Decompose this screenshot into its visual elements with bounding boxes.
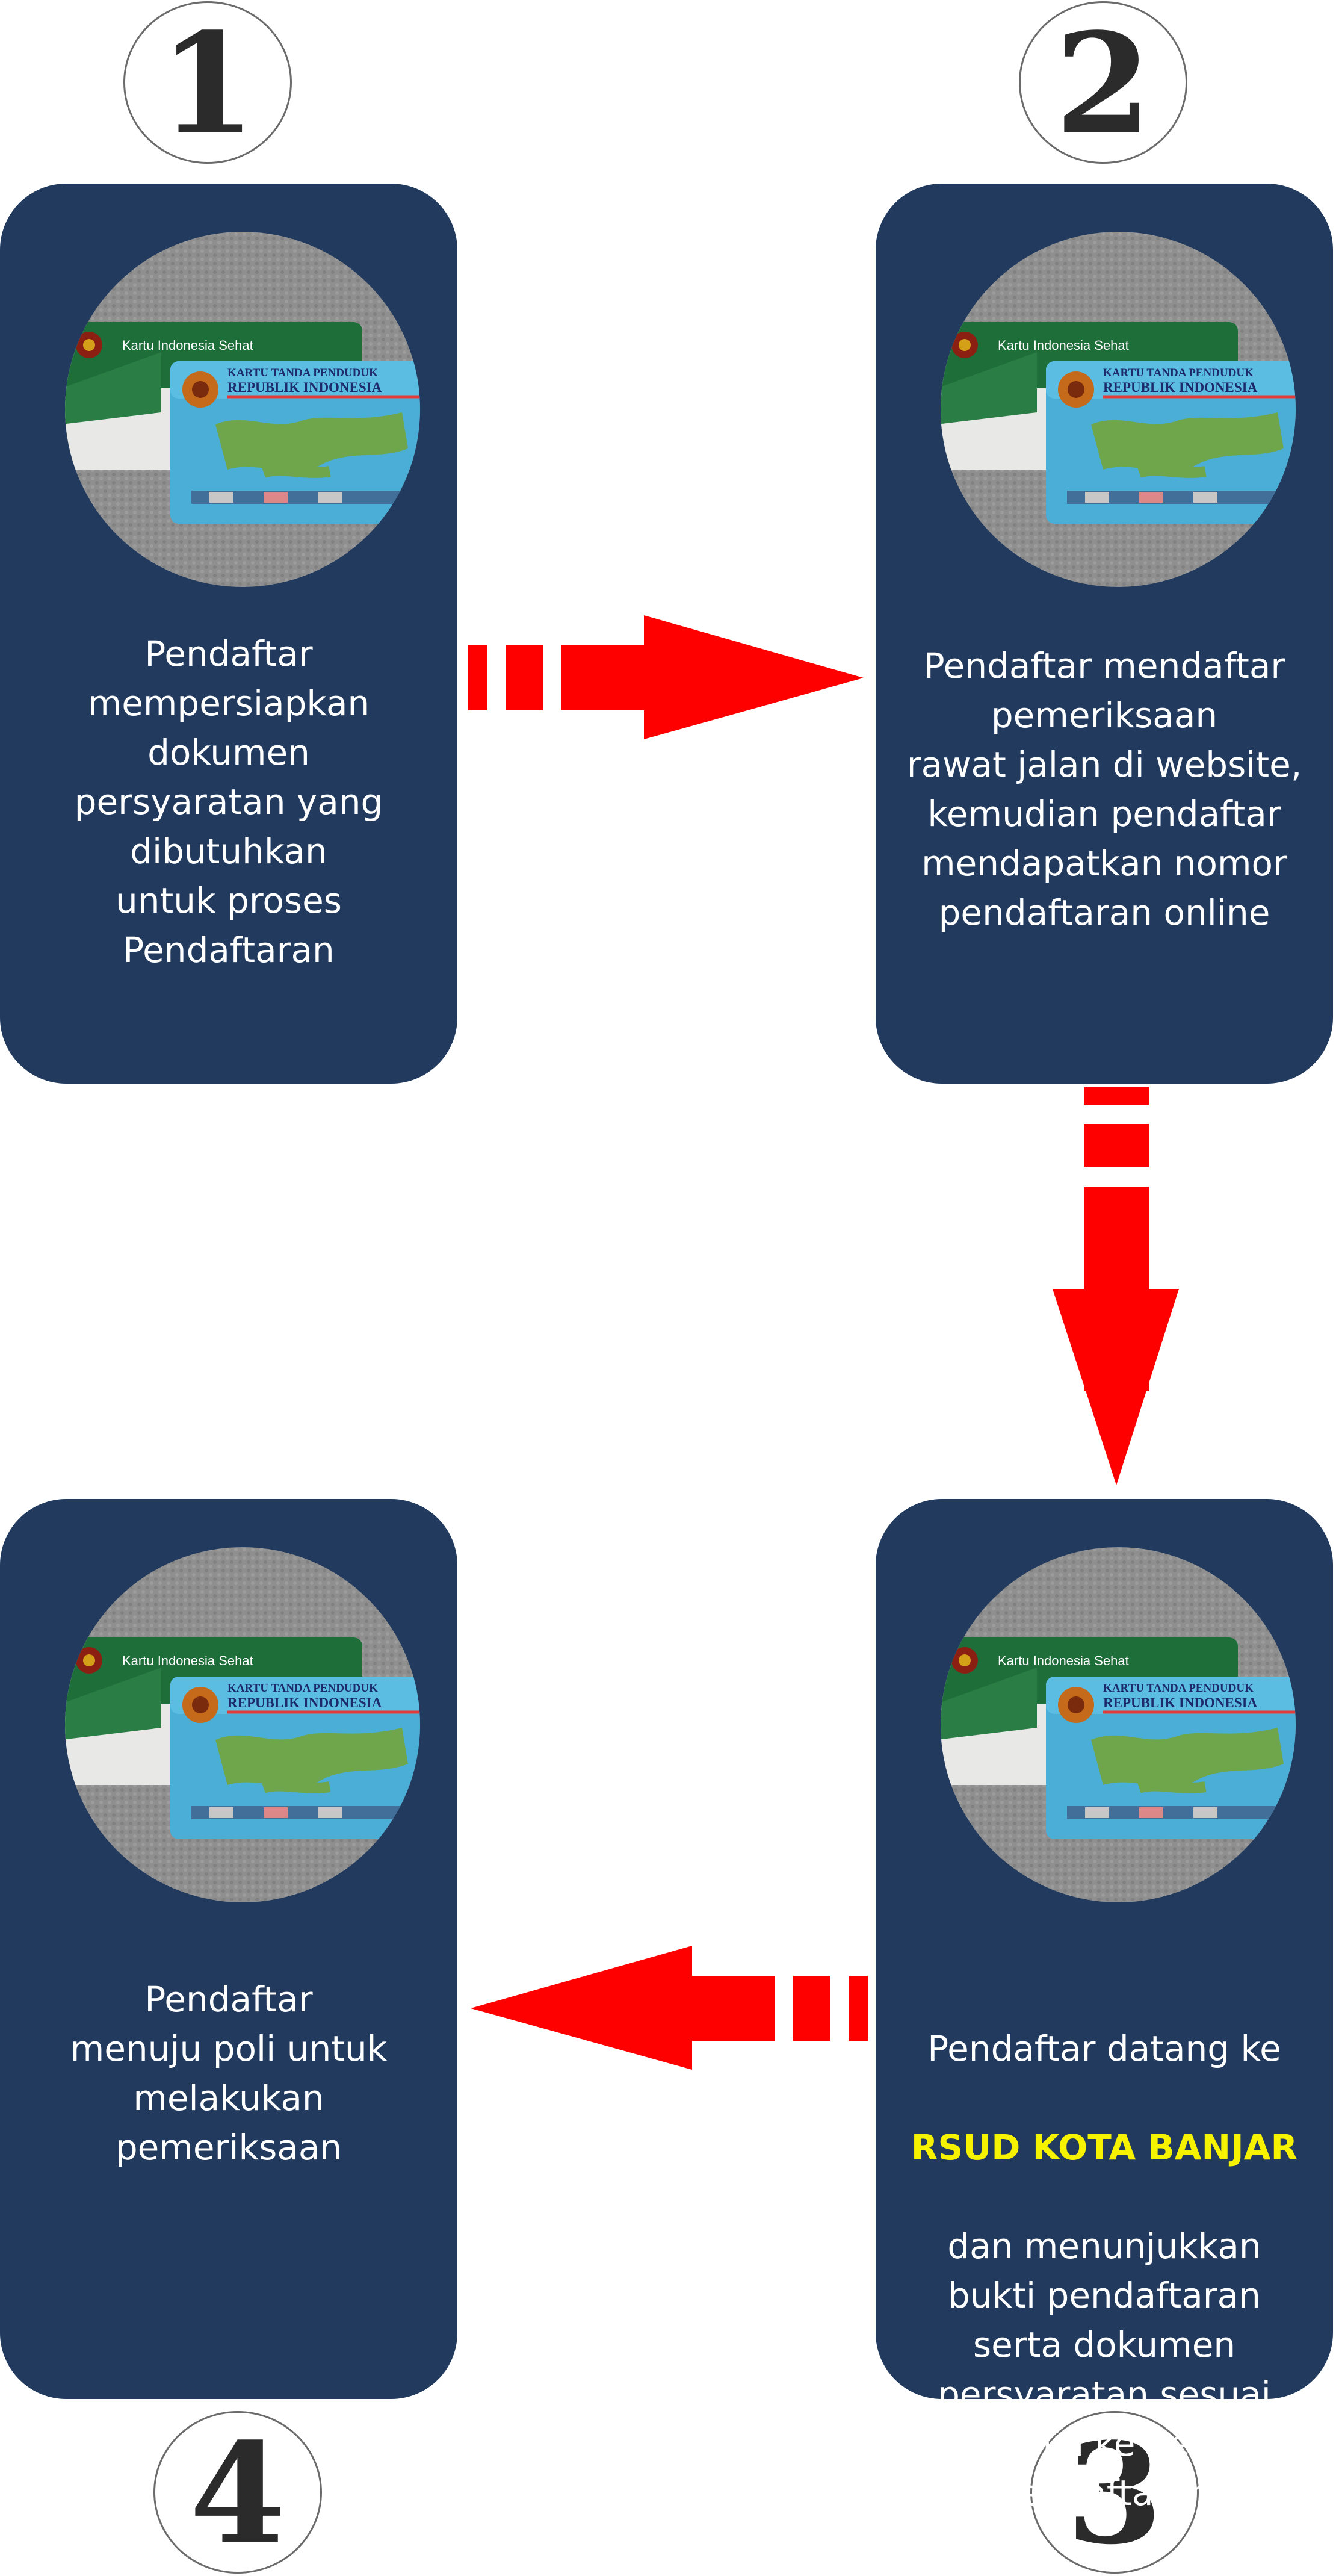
id-cards-photo: Kartu Indonesia Sehat KARTU TANDA PENDUD… [941, 1547, 1296, 1902]
step-3-text: Pendaftar datang ke RSUD KOTA BANJAR dan… [888, 1975, 1321, 2567]
id-cards-illustration: Kartu Indonesia Sehat KARTU TANDA PENDUD… [65, 232, 420, 587]
id-cards-photo: Kartu Indonesia Sehat KARTU TANDA PENDUD… [65, 1547, 420, 1902]
step-2-card: Kartu Indonesia Sehat KARTU TANDA PENDUD… [876, 184, 1333, 1084]
hospital-name-highlight: RSUD KOTA BANJAR [911, 2127, 1298, 2168]
svg-text:KARTU TANDA PENDUDUK: KARTU TANDA PENDUDUK [227, 1682, 378, 1695]
step-1-card: Kartu Indonesia Sehat KARTU TANDA PENDUD… [0, 184, 457, 1084]
step-3-text-intro: Pendaftar datang ke [927, 2028, 1281, 2069]
id-cards-illustration: Kartu Indonesia Sehat KARTU TANDA PENDUD… [65, 1547, 420, 1902]
id-cards-illustration: Kartu Indonesia Sehat KARTU TANDA PENDUD… [941, 1547, 1296, 1902]
id-cards-photo: Kartu Indonesia Sehat KARTU TANDA PENDUD… [65, 232, 420, 587]
step-2-number-badge: 2 [1019, 1, 1187, 164]
svg-text:REPUBLIK INDONESIA: REPUBLIK INDONESIA [1103, 1695, 1258, 1710]
id-card: KARTU TANDA PENDUDUK REPUBLIK INDONESIA [170, 1677, 420, 1839]
step-4-card: Kartu Indonesia Sehat KARTU TANDA PENDUD… [0, 1499, 457, 2399]
id-cards-illustration: Kartu Indonesia Sehat KARTU TANDA PENDUD… [941, 232, 1296, 587]
svg-text:Kartu Indonesia Sehat: Kartu Indonesia Sehat [122, 1653, 253, 1668]
svg-text:Kartu Indonesia Sehat: Kartu Indonesia Sehat [998, 1653, 1129, 1668]
svg-text:Kartu Indonesia Sehat: Kartu Indonesia Sehat [122, 338, 253, 353]
step-2-text: Pendaftar mendaftar pemeriksaan rawat ja… [906, 645, 1302, 933]
step-1-number: 1 [159, 3, 256, 166]
svg-text:REPUBLIK INDONESIA: REPUBLIK INDONESIA [1103, 380, 1258, 395]
step-3-text-rest: dan menunjukkan bukti pendaftaran serta … [921, 2226, 1288, 2513]
arrow-step2-to-step3 [1053, 1087, 1179, 1485]
svg-text:Kartu Indonesia Sehat: Kartu Indonesia Sehat [998, 338, 1129, 353]
step-3-number-badge: 3 [1030, 2411, 1199, 2574]
svg-text:KARTU TANDA PENDUDUK: KARTU TANDA PENDUDUK [227, 367, 378, 379]
step-4-number-badge: 4 [153, 2411, 322, 2574]
step-4-text: Pendaftar menuju poli untuk melakukan pe… [70, 1979, 388, 2168]
svg-text:REPUBLIK INDONESIA: REPUBLIK INDONESIA [227, 1695, 382, 1710]
id-cards-photo: Kartu Indonesia Sehat KARTU TANDA PENDUD… [941, 232, 1296, 587]
id-card: KARTU TANDA PENDUDUK REPUBLIK INDONESIA [1046, 1677, 1296, 1839]
step-4-number: 4 [189, 2413, 286, 2575]
id-card: KARTU TANDA PENDUDUK REPUBLIK INDONESIA [170, 361, 420, 524]
svg-text:KARTU TANDA PENDUDUK: KARTU TANDA PENDUDUK [1103, 1682, 1254, 1695]
step-1-number-badge: 1 [123, 1, 292, 164]
svg-text:KARTU TANDA PENDUDUK: KARTU TANDA PENDUDUK [1103, 367, 1254, 379]
arrow-step1-to-step2 [468, 615, 864, 739]
step-2-number: 2 [1054, 3, 1152, 166]
arrow-step3-to-step4 [471, 1946, 868, 2070]
step-3-card: Kartu Indonesia Sehat KARTU TANDA PENDUD… [876, 1499, 1333, 2513]
svg-text:REPUBLIK INDONESIA: REPUBLIK INDONESIA [227, 380, 382, 395]
id-card: KARTU TANDA PENDUDUK REPUBLIK INDONESIA [1046, 361, 1296, 524]
step-3-number: 3 [1066, 2413, 1163, 2575]
step-1-text: Pendaftar mempersiapkan dokumen persyara… [74, 633, 383, 970]
